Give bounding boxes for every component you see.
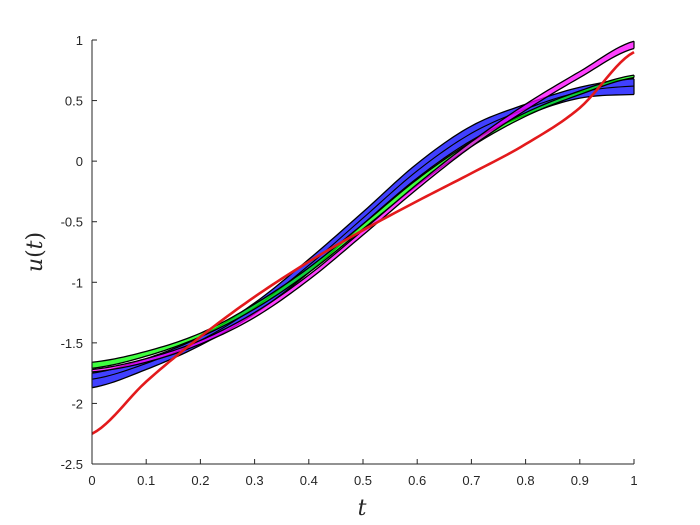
y-tick-label: -2.5 [61,457,83,472]
x-tick-label: 0.4 [300,473,318,488]
x-axis-title: t [358,496,367,521]
x-tick-label: 0.2 [191,473,209,488]
x-tick-label: 0.7 [462,473,480,488]
x-tick-label: 1 [630,473,637,488]
y-tick-label: -1.5 [61,336,83,351]
tick-layer: 0 0.1 0.2 0.3 0.4 0.5 0.6 0.7 0.8 0.9 1 1 0.5 0 -0.5 -1… [61,33,638,488]
x-tick-label: 0.6 [408,473,426,488]
y-tick-label: -1 [71,275,83,290]
band-1-upper-line [91,74,635,363]
x-tick-label: 0.9 [571,473,589,488]
x-tick-label: 0 [88,473,95,488]
series-layer [91,40,635,435]
y-tick-label: 0 [76,154,83,169]
line-0 [91,51,635,435]
band-2-area [92,41,634,372]
x-tick-label: 0.1 [137,473,155,488]
y-tick-label: 0.5 [65,94,83,109]
y-axis-title: u(t) [23,232,48,272]
y-tick-label: -2 [71,396,83,411]
x-tick-label: 0.5 [354,473,372,488]
x-tick-label: 0.8 [517,473,535,488]
y-tick-label: -0.5 [61,215,83,230]
y-tick-label: 1 [76,33,83,48]
x-tick-label: 0.3 [246,473,264,488]
